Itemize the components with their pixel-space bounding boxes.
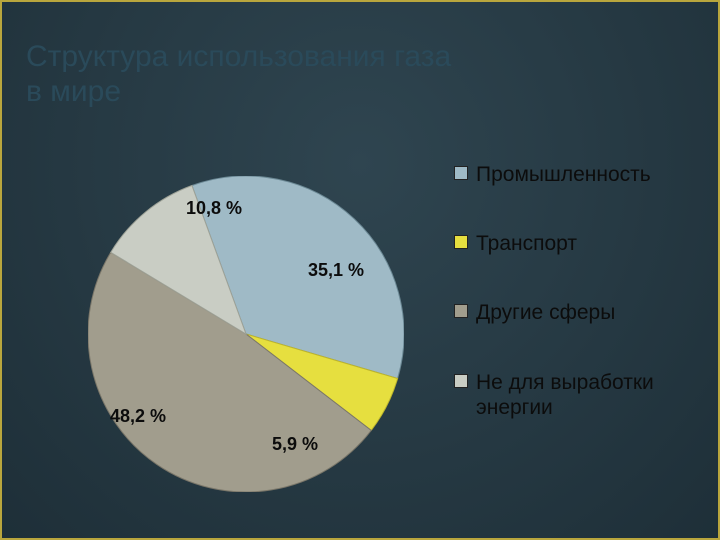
slice-label-non_energy: 10,8 % xyxy=(186,198,242,219)
title-line2: в мире xyxy=(26,75,121,108)
slide-title: Структура использования газа в мире xyxy=(26,40,451,109)
legend-swatch-transport xyxy=(454,235,468,249)
slice-label-industry: 35,1 % xyxy=(308,260,364,281)
slice-label-other: 48,2 % xyxy=(110,406,166,427)
legend-label-non_energy: Не для выработки энергии xyxy=(476,370,706,420)
legend-item-other: Другие сферы xyxy=(454,300,706,325)
slide-root: Структура использования газа в мире Пром… xyxy=(0,0,720,540)
title-line1: Структура использования газа xyxy=(26,40,451,73)
legend-label-industry: Промышленность xyxy=(476,162,651,187)
legend: Промышленность Транспорт Другие сферы Не дл… xyxy=(454,162,706,420)
legend-label-transport: Транспорт xyxy=(476,231,577,256)
legend-item-transport: Транспорт xyxy=(454,231,706,256)
legend-item-non_energy: Не для выработки энергии xyxy=(454,370,706,420)
legend-swatch-other xyxy=(454,304,468,318)
legend-label-other: Другие сферы xyxy=(476,300,615,325)
legend-swatch-non_energy xyxy=(454,374,468,388)
pie-chart xyxy=(88,176,404,492)
legend-swatch-industry xyxy=(454,166,468,180)
pie-svg xyxy=(88,176,404,492)
slice-label-transport: 5,9 % xyxy=(272,434,318,455)
legend-item-industry: Промышленность xyxy=(454,162,706,187)
